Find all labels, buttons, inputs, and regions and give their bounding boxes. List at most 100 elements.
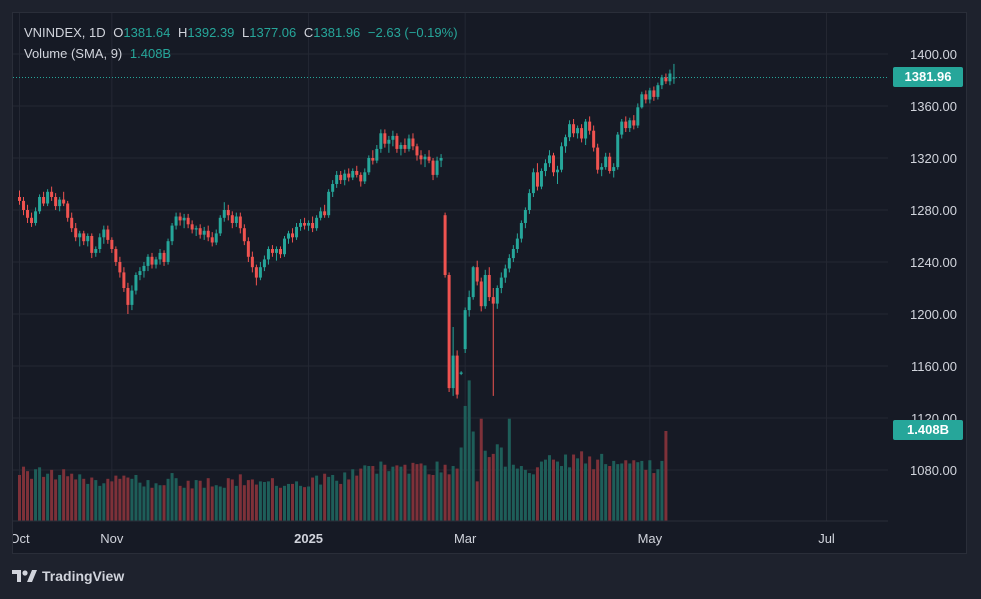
- volume-bar: [110, 481, 114, 521]
- volume-bar: [399, 466, 403, 521]
- open-label: O: [113, 25, 124, 40]
- volume-bar: [463, 405, 467, 521]
- volume-bar: [551, 459, 555, 521]
- volume-bar: [82, 478, 86, 521]
- candle: [612, 163, 616, 178]
- volume-bar: [527, 473, 531, 521]
- candle: [46, 189, 50, 207]
- volume-bar: [130, 478, 134, 521]
- candle: [262, 255, 266, 272]
- tradingview-brand[interactable]: TradingView: [12, 568, 124, 584]
- symbol-label[interactable]: VNINDEX, 1D: [24, 25, 106, 40]
- candle: [624, 116, 628, 132]
- volume-bar: [523, 469, 527, 521]
- volume-bar: [664, 431, 668, 521]
- volume-bar: [660, 460, 664, 521]
- volume-bar: [628, 463, 632, 521]
- candle: [523, 207, 527, 229]
- candle: [596, 143, 600, 174]
- volume-label[interactable]: Volume (SMA, 9): [24, 46, 123, 61]
- time-axis[interactable]: Oct Nov 2025 Mar May Jul: [13, 531, 835, 546]
- candle: [327, 189, 331, 218]
- volume-bar: [355, 475, 359, 521]
- candle: [146, 254, 150, 272]
- volume-bar: [194, 480, 198, 521]
- candle: [572, 119, 576, 138]
- volume-bar: [363, 465, 367, 521]
- volume-bar: [596, 459, 600, 521]
- candle: [503, 264, 507, 283]
- candle: [234, 212, 238, 227]
- candle: [431, 158, 435, 181]
- candle: [343, 169, 347, 186]
- candle: [230, 211, 234, 229]
- candle: [278, 246, 282, 259]
- volume-bar: [166, 478, 170, 521]
- chart-pane[interactable]: 1400.00 1360.00 1320.00 1280.00 1240.00 1200.…: [12, 12, 967, 554]
- candle: [38, 194, 42, 214]
- candle: [34, 207, 38, 226]
- volume-bar: [499, 447, 503, 521]
- volume-bar: [323, 473, 327, 521]
- volume-bar: [307, 486, 311, 521]
- tradingview-logo-icon: [12, 570, 37, 582]
- candle: [636, 103, 640, 129]
- volume-bar: [319, 484, 323, 521]
- candle: [511, 245, 515, 262]
- candle: [371, 150, 375, 165]
- candle: [535, 163, 539, 191]
- candle: [291, 228, 295, 243]
- candle: [355, 165, 359, 178]
- candle: [588, 116, 592, 135]
- candle: [519, 220, 523, 243]
- volume-bar: [331, 474, 335, 521]
- volume-bar: [459, 447, 463, 521]
- volume-bar: [564, 454, 568, 521]
- volume-bar: [299, 485, 303, 521]
- price-axis[interactable]: 1400.00 1360.00 1320.00 1280.00 1240.00 1200.…: [910, 47, 957, 478]
- volume-bar: [560, 466, 564, 521]
- candle: [82, 230, 86, 246]
- volume-bar: [218, 486, 222, 521]
- volume-bar: [359, 468, 363, 521]
- volume-bar: [66, 476, 70, 521]
- volume-bar: [327, 476, 331, 521]
- volume-bar: [138, 482, 142, 521]
- volume-bar: [383, 464, 387, 521]
- volume-bar: [86, 483, 90, 521]
- candle: [154, 256, 158, 269]
- volume-bar: [379, 461, 383, 521]
- x-tick-label: May: [638, 531, 663, 546]
- candle: [455, 350, 459, 399]
- candle: [487, 267, 491, 301]
- candle: [110, 237, 114, 253]
- volume-bar: [190, 488, 194, 521]
- volume-bar: [90, 477, 94, 521]
- volume-bar: [467, 380, 471, 521]
- candle: [515, 233, 519, 253]
- y-tick-label: 1360.00: [910, 99, 957, 114]
- candle: [375, 145, 379, 164]
- volume-bar: [122, 475, 126, 521]
- chart-canvas[interactable]: 1400.00 1360.00 1320.00 1280.00 1240.00 1200.…: [13, 13, 968, 555]
- volume-bar: [411, 462, 415, 521]
- candle: [254, 264, 258, 286]
- volume-bar: [186, 480, 190, 521]
- candle: [427, 150, 431, 164]
- volume-bar: [102, 483, 106, 521]
- volume-bar: [226, 478, 230, 521]
- candle: [387, 135, 391, 153]
- candle: [395, 133, 399, 153]
- volume-bar: [198, 480, 202, 521]
- candle: [339, 171, 343, 184]
- volume-bar: [303, 487, 307, 521]
- y-tick-label: 1200.00: [910, 307, 957, 322]
- volume-bar: [274, 485, 278, 521]
- volume-bar: [495, 444, 499, 521]
- candle: [90, 233, 94, 259]
- candle: [359, 172, 363, 187]
- candle: [270, 245, 274, 257]
- volume-bar: [258, 481, 262, 521]
- volume-bar: [539, 461, 543, 521]
- volume-bar: [170, 473, 174, 521]
